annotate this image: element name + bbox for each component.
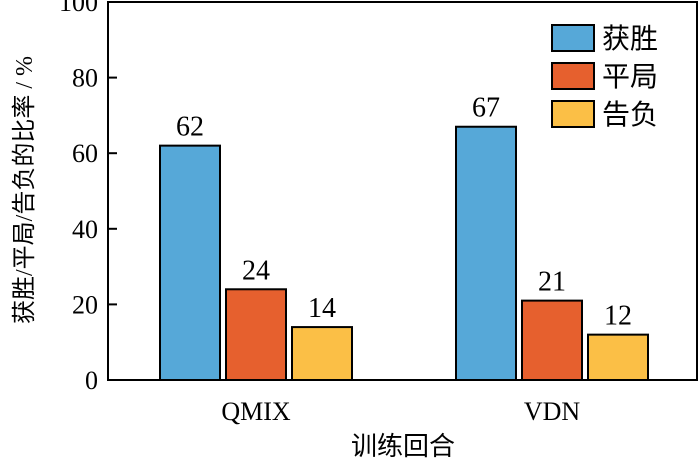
bar-value-label: 67 [472,93,500,124]
bar-value-label: 14 [308,293,336,324]
axes-layer: 0 20 40 60 80 100 QMIX VDN [59,0,698,426]
bar-value-label: 24 [242,255,270,286]
y-tick-label: 40 [72,215,98,244]
legend-label: 获胜 [602,23,658,55]
bars-layer [159,125,649,382]
bar [587,333,649,382]
legend-label: 平局 [602,62,658,93]
plot-frame [107,1,698,381]
bar [521,299,583,381]
x-tick-label: VDN [524,397,581,426]
y-tick-label: 100 [59,0,98,17]
x-tick-label: QMIX [221,397,291,426]
bar-value-label: 12 [604,301,632,332]
y-tick-label: 80 [72,64,98,93]
data-labels-layer: 62 24 14 67 21 12 [176,93,632,332]
legend-swatch [551,62,595,90]
legend-swatch [551,100,595,128]
y-tick-label: 20 [72,290,98,319]
bar [159,144,221,381]
y-tick-label: 0 [85,366,98,395]
bar-value-label: 21 [538,267,566,298]
bar [291,326,353,381]
y-tick-label: 60 [72,139,98,168]
legend-label: 告负 [602,99,658,131]
x-axis-title: 训练回合 [351,432,455,461]
bar [225,288,287,381]
bar-value-label: 62 [176,112,204,143]
y-axis-title: 获胜/平局/告负的比率 / % [11,56,38,324]
legend-swatch [551,24,595,52]
bar [455,125,517,381]
